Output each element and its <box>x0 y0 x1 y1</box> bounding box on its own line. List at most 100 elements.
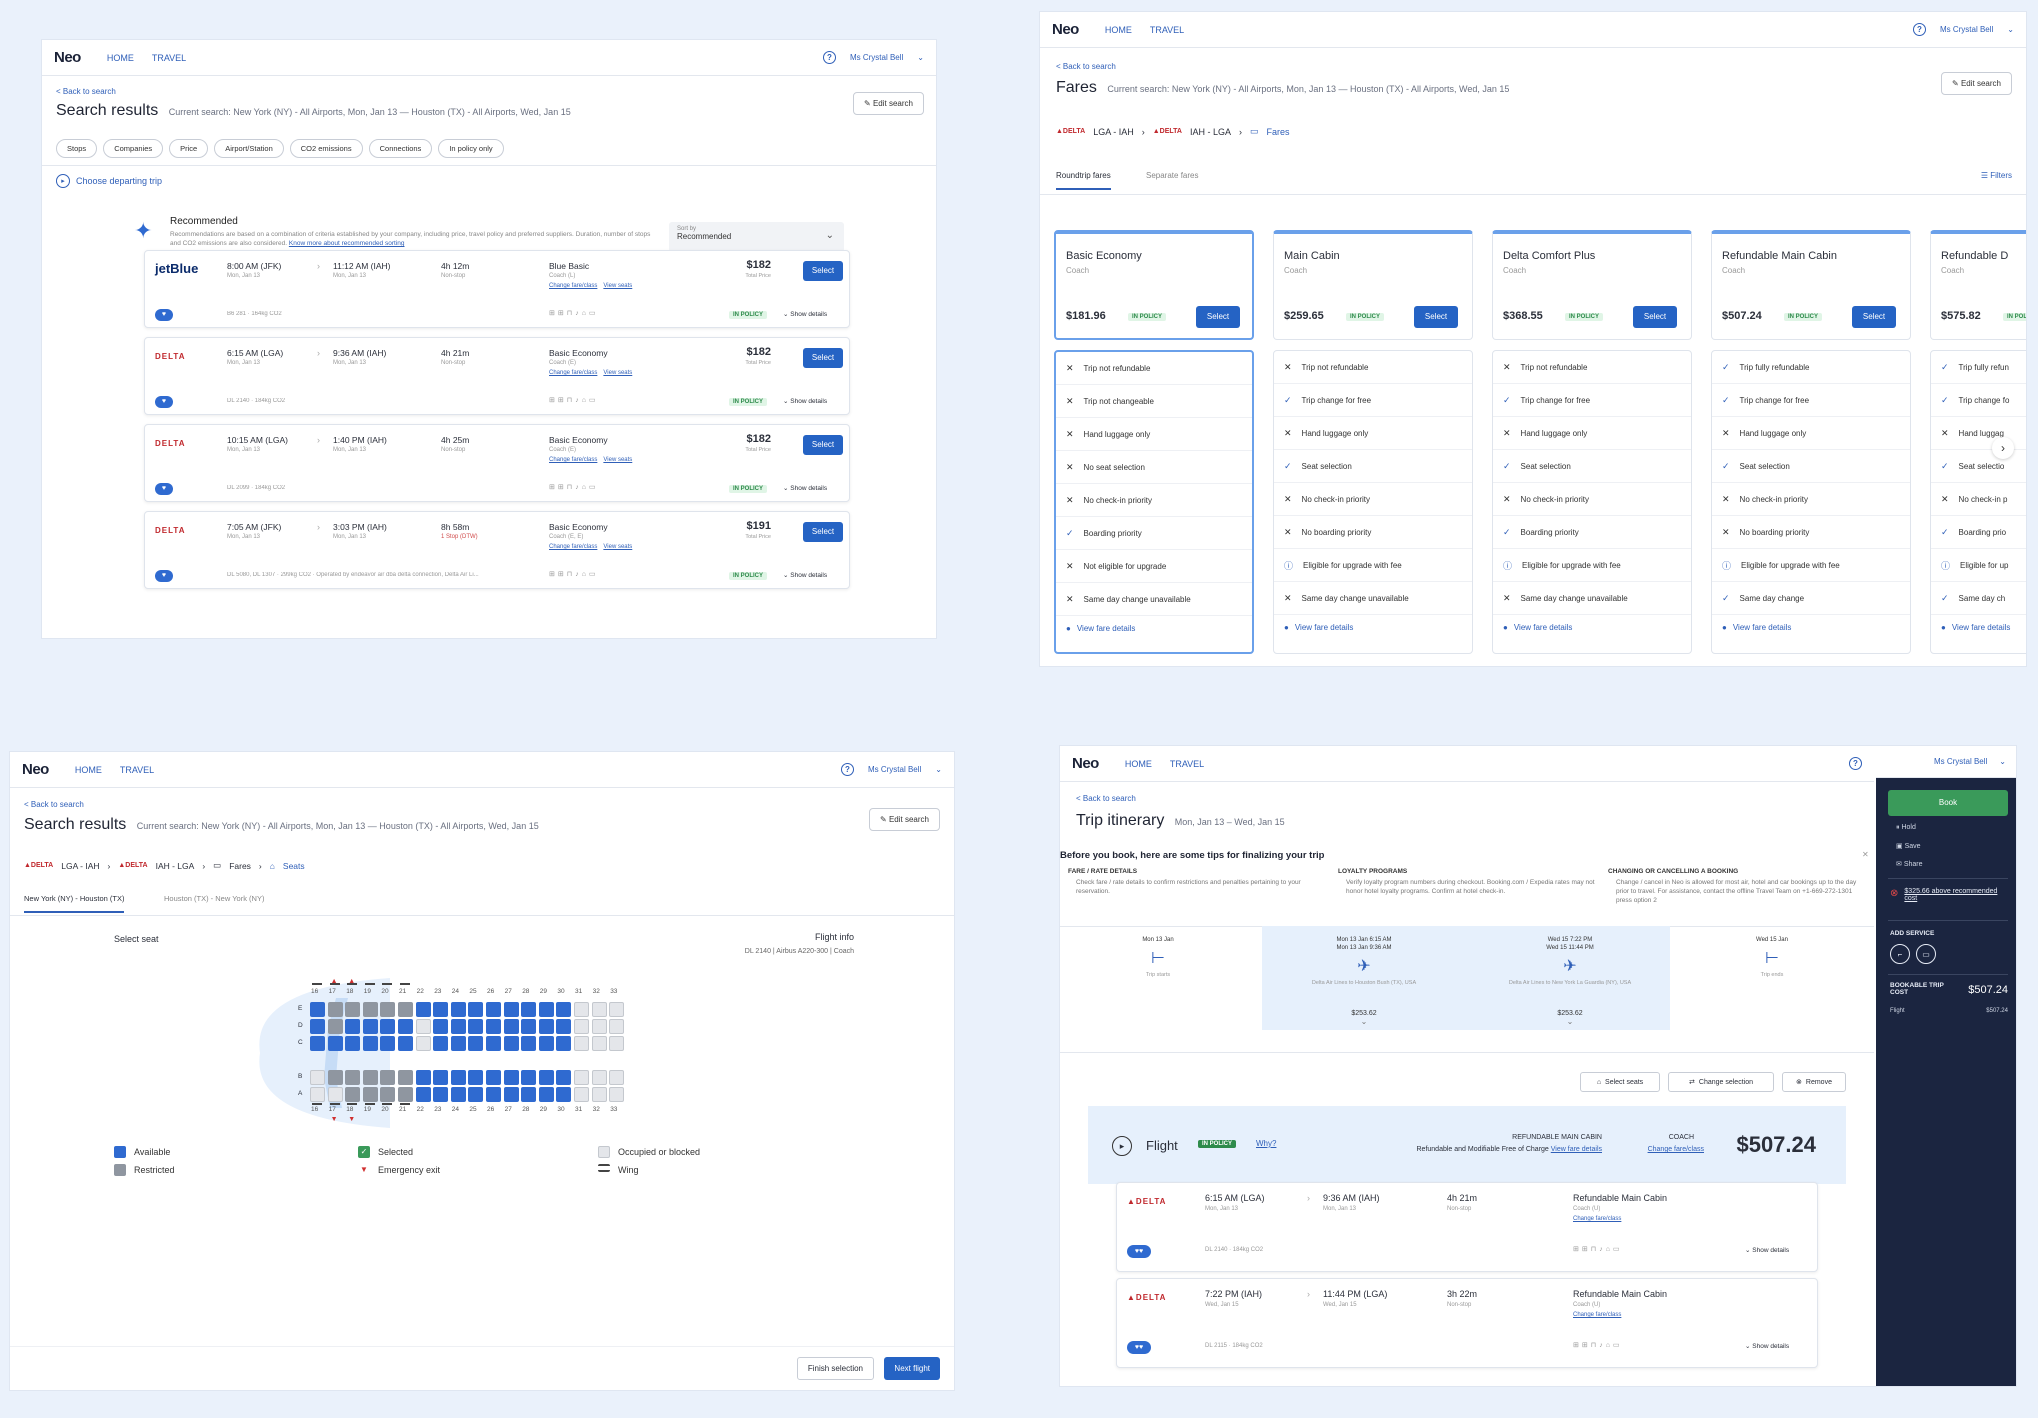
seat[interactable] <box>591 1087 607 1102</box>
seat[interactable] <box>574 1019 589 1034</box>
seat[interactable] <box>398 1019 413 1034</box>
seat[interactable] <box>380 1070 396 1085</box>
fare-card[interactable]: Basic Economy Coach $181.96 IN POLICY Select <box>1054 230 1254 340</box>
seat[interactable] <box>556 1087 572 1102</box>
view-seats-link[interactable]: View seats <box>603 544 633 550</box>
change-fare-link[interactable]: Change fare/class <box>549 457 598 463</box>
seat[interactable] <box>450 1019 466 1034</box>
seat[interactable] <box>362 1002 378 1017</box>
seat[interactable] <box>556 1070 572 1085</box>
change-fare-link[interactable]: Change fare/class <box>1573 1216 1622 1222</box>
seat[interactable] <box>310 1036 325 1051</box>
seat[interactable] <box>380 1002 396 1017</box>
seat[interactable] <box>415 1087 431 1102</box>
seat[interactable] <box>503 1002 519 1017</box>
seat[interactable] <box>433 1070 449 1085</box>
seat[interactable] <box>503 1070 519 1085</box>
crumb-outbound[interactable]: LGA - IAH <box>61 860 100 871</box>
seat[interactable] <box>415 1070 431 1085</box>
select-button[interactable]: Select <box>1414 306 1458 328</box>
filter-chip[interactable]: Companies <box>103 139 164 158</box>
select-button[interactable]: Select <box>803 522 843 542</box>
seat[interactable] <box>538 1019 554 1034</box>
recommended-link[interactable]: Know more about recommended sorting <box>288 240 405 247</box>
crumb-fares[interactable]: Fares <box>1266 126 1290 137</box>
seat[interactable] <box>574 1002 589 1017</box>
back-link[interactable]: < Back to search <box>24 800 84 809</box>
chevron-down-icon[interactable]: ⌄ <box>2007 25 2014 34</box>
back-link[interactable]: < Back to search <box>1056 62 1116 71</box>
show-details-toggle[interactable]: ⌄ Show details <box>1745 1342 1789 1350</box>
back-link[interactable]: < Back to search <box>56 87 116 96</box>
change-fare-link[interactable]: Change fare/class <box>1647 1146 1704 1153</box>
nav-home[interactable]: HOME <box>74 764 102 775</box>
seat[interactable] <box>310 1002 325 1017</box>
filter-chip[interactable]: Stops <box>56 139 98 158</box>
fare-card[interactable]: Refundable Main Cabin Coach $507.24 IN POLI… <box>1711 230 1911 340</box>
seat[interactable] <box>591 1019 607 1034</box>
seat[interactable] <box>503 1036 519 1051</box>
book-button[interactable]: Book <box>1888 790 2008 816</box>
help-icon[interactable]: ? <box>1849 757 1862 770</box>
seat[interactable] <box>433 1019 449 1034</box>
next-flight-button[interactable]: Next flight <box>884 1357 940 1380</box>
nav-travel[interactable]: TRAVEL <box>119 764 155 775</box>
seat[interactable] <box>486 1087 501 1102</box>
seat[interactable] <box>345 1036 361 1051</box>
filter-chip[interactable]: In policy only <box>438 139 504 158</box>
filter-chip[interactable]: Connections <box>368 139 433 158</box>
change-fare-link[interactable]: Change fare/class <box>549 370 598 376</box>
seat[interactable] <box>362 1087 378 1102</box>
hold-button[interactable]: ⏸ Hold <box>1896 824 1916 831</box>
edit-search-button[interactable]: ✎ Edit search <box>853 92 924 115</box>
seat[interactable] <box>503 1087 519 1102</box>
user-menu[interactable]: Ms Crystal Bell <box>849 53 904 62</box>
seat[interactable] <box>327 1070 343 1085</box>
seat[interactable] <box>486 1070 501 1085</box>
seat[interactable] <box>310 1087 325 1102</box>
view-fare-details-link[interactable]: ● View fare details <box>1274 615 1472 640</box>
choose-departing[interactable]: ▸ Choose departing trip <box>56 174 162 188</box>
seat[interactable] <box>591 1002 607 1017</box>
view-seats-link[interactable]: View seats <box>603 370 633 376</box>
crumb-fares[interactable]: Fares <box>229 860 251 871</box>
seat[interactable] <box>521 1002 537 1017</box>
seat[interactable] <box>380 1087 396 1102</box>
seat[interactable] <box>538 1002 554 1017</box>
seat[interactable] <box>345 1019 361 1034</box>
help-icon[interactable]: ? <box>840 763 854 776</box>
seat[interactable] <box>609 1087 625 1102</box>
nav-home[interactable]: HOME <box>1104 24 1132 35</box>
seat[interactable] <box>521 1070 537 1085</box>
seat[interactable] <box>415 1019 431 1034</box>
view-seats-link[interactable]: View seats <box>603 283 633 289</box>
filter-chip[interactable]: Airport/Station <box>214 139 284 158</box>
nav-travel[interactable]: TRAVEL <box>1149 24 1185 35</box>
seat[interactable] <box>362 1070 378 1085</box>
seat[interactable] <box>362 1019 378 1034</box>
seat[interactable] <box>327 1002 343 1017</box>
seat[interactable] <box>503 1019 519 1034</box>
seat[interactable] <box>327 1036 343 1051</box>
add-hotel-icon[interactable]: ⌐ <box>1890 944 1910 964</box>
seat[interactable] <box>310 1070 325 1085</box>
seat[interactable] <box>433 1087 449 1102</box>
seat[interactable] <box>468 1002 484 1017</box>
seat[interactable] <box>486 1002 501 1017</box>
back-link[interactable]: < Back to search <box>1076 794 1136 803</box>
flight-card[interactable]: DELTA 10:15 AM (LGA) Mon, Jan 13 › 1:40 PM (… <box>144 424 850 502</box>
crumb-return[interactable]: IAH - LGA <box>155 860 195 871</box>
seat[interactable] <box>521 1087 537 1102</box>
view-fare-details-link[interactable]: ● View fare details <box>1493 615 1691 640</box>
seat[interactable] <box>538 1087 554 1102</box>
seat[interactable] <box>345 1002 361 1017</box>
fare-card[interactable]: Delta Comfort Plus Coach $368.55 IN POLICY S… <box>1492 230 1692 340</box>
tab-return[interactable]: Houston (TX) - New York (NY) <box>164 894 265 903</box>
seat[interactable] <box>556 1036 572 1051</box>
nav-home[interactable]: HOME <box>106 52 134 63</box>
close-icon[interactable]: ✕ <box>1862 850 1869 859</box>
seat[interactable] <box>415 1036 431 1051</box>
seat[interactable] <box>574 1070 589 1085</box>
view-fare-details-link[interactable]: ● View fare details <box>1712 615 1910 640</box>
seat[interactable] <box>345 1070 361 1085</box>
